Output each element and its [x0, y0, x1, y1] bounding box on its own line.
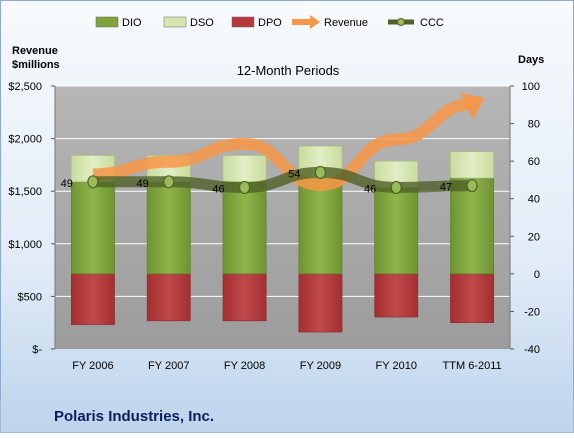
legend-label-ccc: CCC [420, 17, 444, 29]
bar-dpo [298, 273, 343, 333]
ccc-data-label: 49 [61, 178, 73, 190]
bar-dio [146, 181, 191, 275]
ccc-marker [163, 175, 175, 189]
right-axis-ticks: -40 -20 0 20 40 60 80 100 [509, 81, 540, 356]
ccc-marker [314, 165, 327, 180]
bar-dpo [146, 273, 191, 322]
left-tick-label: $1,500 [8, 186, 42, 198]
ccc-data-label: 49 [137, 178, 149, 190]
legend-swatch-dso [163, 16, 187, 28]
right-tick-label: 0 [534, 269, 540, 281]
company-name: Polaris Industries, Inc. [54, 408, 214, 425]
right-tick-label: 60 [528, 156, 540, 168]
ccc-marker [390, 180, 402, 195]
ccc-marker [466, 178, 478, 193]
revenue-arrowhead [460, 92, 485, 121]
left-tick-label: $500 [18, 291, 42, 303]
ccc-data-label: 46 [212, 183, 224, 195]
bar-dio [450, 177, 494, 275]
left-tick-label: $- [32, 344, 42, 356]
legend-label-dio: DIO [122, 17, 142, 29]
bar-dpo [222, 273, 267, 322]
legend-swatch-dio [95, 16, 119, 28]
chart-title: 12-Month Periods [237, 63, 340, 78]
left-axis-label-line2: $millions [12, 59, 60, 71]
right-tick-label: 40 [528, 194, 540, 206]
x-tick-label: FY 2008 [224, 360, 265, 372]
ccc-data-label: 47 [440, 182, 452, 194]
legend-swatch-revenue-head [310, 15, 320, 29]
bar-dio [71, 181, 115, 275]
bar-dpo [374, 273, 419, 318]
legend-label-dso: DSO [190, 17, 214, 29]
legend-swatch-ccc-marker [397, 18, 405, 26]
legend-label-dpo: DPO [258, 17, 282, 29]
right-tick-label: -40 [524, 344, 540, 356]
left-axis-label-line1: Revenue [12, 45, 58, 57]
bar-dpo [450, 273, 494, 324]
bar-dio [222, 181, 267, 275]
right-tick-label: 100 [522, 81, 540, 93]
bar-dso [450, 151, 494, 179]
right-tick-label: 80 [528, 119, 540, 131]
plot-area [55, 86, 510, 349]
x-tick-label: FY 2009 [300, 360, 341, 372]
ccc-marker [238, 180, 251, 195]
bar-dpo [71, 273, 115, 325]
legend: DIO DSO DPO Revenue CCC [95, 15, 444, 29]
right-tick-label: 20 [528, 231, 540, 243]
x-tick-label: FY 2006 [72, 360, 113, 372]
x-tick-label: FY 2010 [376, 360, 417, 372]
legend-swatch-dpo [231, 16, 255, 28]
left-tick-label: $1,000 [8, 239, 42, 251]
right-tick-label: -20 [524, 306, 540, 318]
bar-dio [298, 177, 343, 275]
ccc-marker [87, 175, 99, 189]
ccc-data-label: 46 [364, 183, 376, 195]
company-banner [0, 400, 574, 433]
ccc-data-label: 54 [288, 168, 300, 180]
x-axis-labels: FY 2006 FY 2007 FY 2008 FY 2009 FY 2010 TTM 6… [72, 360, 501, 372]
left-tick-label: $2,500 [8, 81, 42, 93]
ccc-series: 49 49 46 54 46 47 [61, 165, 478, 195]
bars [71, 145, 494, 333]
right-axis-label: Days [518, 54, 544, 66]
x-tick-label: FY 2007 [148, 360, 189, 372]
legend-label-revenue: Revenue [324, 17, 368, 29]
left-tick-label: $2,000 [8, 134, 42, 146]
bar-dso [222, 155, 267, 183]
left-axis-ticks: $- $500 $1,000 $1,500 $2,000 $2,500 [8, 81, 56, 356]
bar-dio [374, 187, 419, 275]
x-tick-label: TTM 6-2011 [443, 360, 502, 372]
